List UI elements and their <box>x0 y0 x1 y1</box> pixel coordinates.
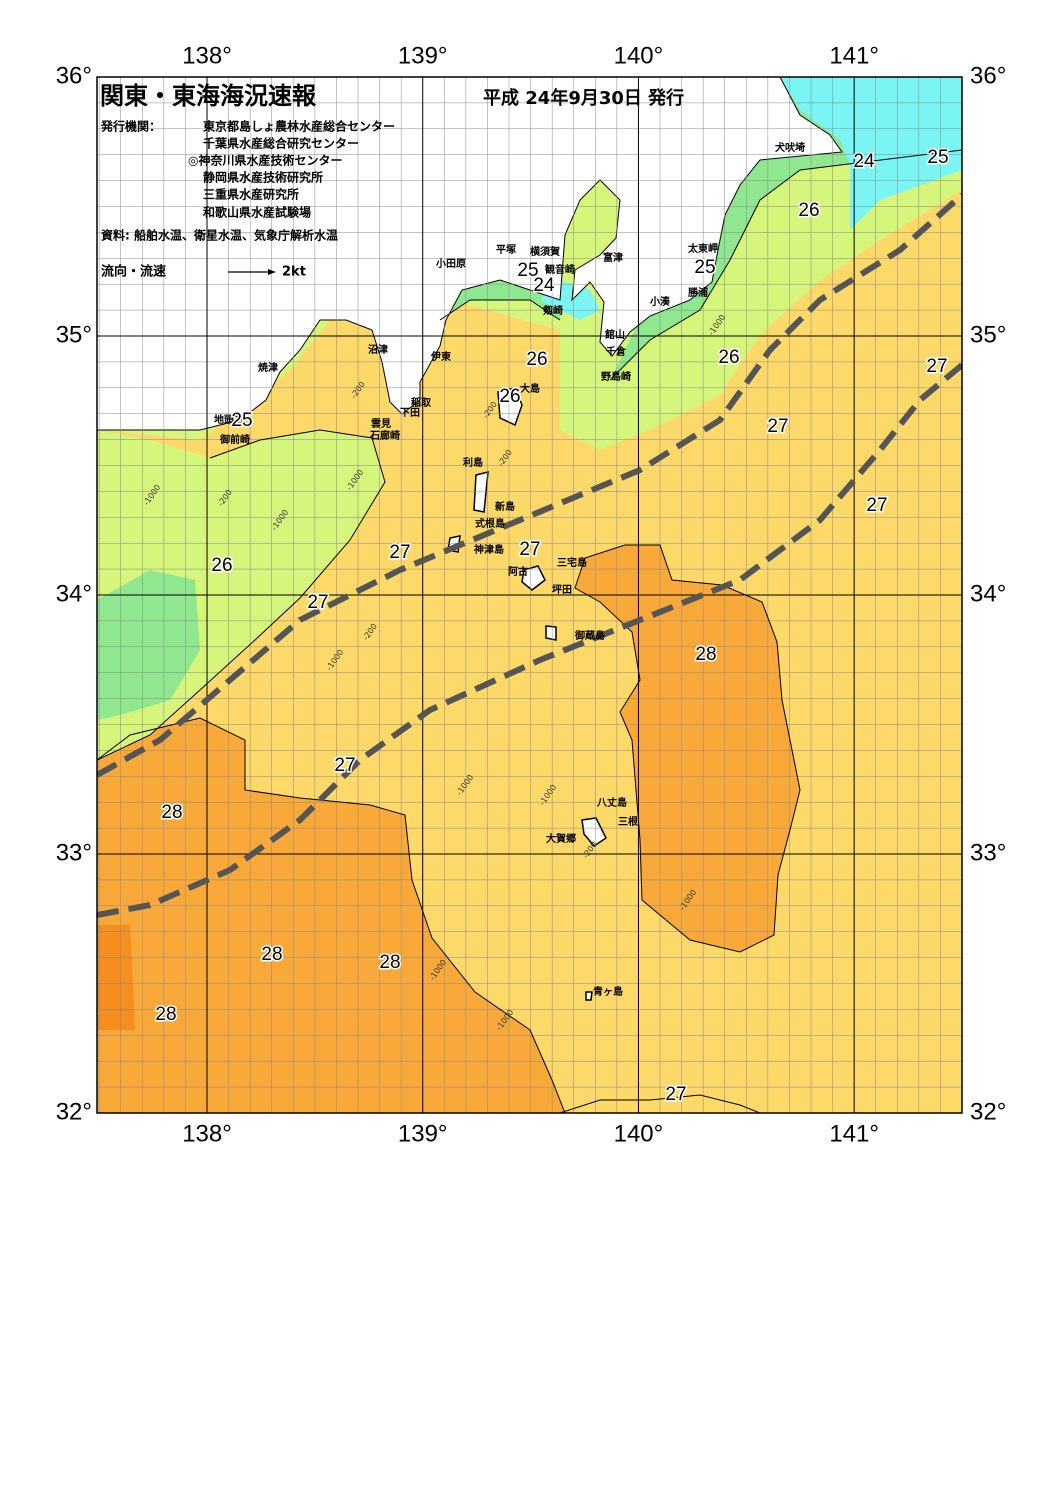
issuer: 東京都島しょ農林水産総合センター <box>203 119 395 134</box>
place-name: 野島崎 <box>601 370 631 383</box>
place-name: 三宅島 <box>557 556 587 569</box>
issue-date: 平成 24年9月30日 発行 <box>483 87 684 109</box>
isotherm-label: 25 <box>694 257 715 278</box>
place-name: 富津 <box>603 251 623 264</box>
issuer: 和歌山県水産試験場 <box>202 205 311 220</box>
isotherm-label: 28 <box>261 944 282 965</box>
place-name: 横須賀 <box>530 245 560 258</box>
isotherm-label: 27 <box>307 592 328 613</box>
isotherm-label: 26 <box>718 347 739 368</box>
place-name: 平塚 <box>496 243 516 256</box>
lat-label: 32° <box>56 1098 92 1125</box>
isotherm-label: 28 <box>161 802 182 823</box>
place-name: 勝浦 <box>688 286 708 299</box>
lon-label: 140° <box>614 1120 664 1147</box>
isotherm-label: 27 <box>389 542 410 563</box>
place-name: 小湊 <box>649 295 671 308</box>
place-name: 犬吠埼 <box>775 141 805 154</box>
isotherm-label: 28 <box>379 952 400 973</box>
lon-label: 140° <box>614 42 664 69</box>
place-name: 青ヶ島 <box>593 985 623 998</box>
lon-label: 141° <box>829 1120 879 1147</box>
isotherm-label: 27 <box>926 356 947 377</box>
place-name: 大島 <box>520 382 540 395</box>
place-name: 利島 <box>463 456 483 469</box>
lon-label: 138° <box>182 42 232 69</box>
isotherm-label: 24 <box>853 151 875 172</box>
lat-label: 34° <box>970 580 1006 607</box>
kuroshio-axis <box>97 192 962 918</box>
lon-label: 139° <box>398 1120 448 1147</box>
place-name: 神津島 <box>474 543 504 556</box>
issuer: 静岡県水産技術研究所 <box>203 170 323 185</box>
lat-label: 36° <box>56 62 92 89</box>
lat-label: 33° <box>56 839 92 866</box>
place-name: 館山 <box>604 328 625 341</box>
lon-label: 141° <box>829 42 879 69</box>
place-name: 下田 <box>400 407 420 419</box>
place-name: 大賀郷 <box>546 832 576 845</box>
lat-label: 36° <box>970 62 1006 89</box>
issuer: 千葉県水産総合研究センター <box>203 136 359 151</box>
place-name: 千倉 <box>606 345 627 358</box>
place-name: 三根 <box>618 815 638 828</box>
isotherm-label: 27 <box>866 495 887 516</box>
lat-label: 32° <box>970 1098 1006 1125</box>
isotherm-label: 26 <box>211 555 232 576</box>
isotherm-label: 25 <box>927 147 948 168</box>
place-name: 坪田 <box>552 583 572 596</box>
map-frame <box>96 76 963 1114</box>
issuer: ◎神奈川県水産技術センター <box>188 153 342 168</box>
place-name: 雲見 <box>371 418 391 430</box>
isotherm-label: 27 <box>665 1084 686 1105</box>
legend-label: 流向・流速 <box>101 264 166 280</box>
legend-arrow-head <box>268 269 276 275</box>
isotherm-label: 27 <box>519 539 540 560</box>
isotherm-label: 27 <box>334 755 355 776</box>
place-name: 観音崎 <box>545 263 575 276</box>
place-name: 剱崎 <box>542 304 563 317</box>
lat-label: 35° <box>56 321 92 348</box>
place-name: 新島 <box>495 500 515 513</box>
issuer-label: 発行機関： <box>100 119 161 134</box>
place-name: 沼津 <box>368 343 388 356</box>
place-name: 稲取 <box>411 396 432 409</box>
place-name: 太東岬 <box>687 242 718 255</box>
isotherm-label: 28 <box>155 1004 176 1025</box>
lat-label: 35° <box>970 321 1006 348</box>
lon-label: 138° <box>182 1120 232 1147</box>
isotherm-label: 25 <box>231 410 252 431</box>
lat-label: 34° <box>56 580 92 607</box>
place-name: 伊東 <box>430 350 451 363</box>
isotherm-label: 26 <box>499 386 520 407</box>
place-name: 式根島 <box>475 517 505 530</box>
place-name: 焼津 <box>258 361 278 374</box>
legend-scale: 2kt <box>282 265 306 280</box>
lon-label: 139° <box>398 42 448 69</box>
place-name: 小田原 <box>435 257 466 270</box>
place-name: 八丈島 <box>596 796 627 809</box>
place-name: 御蔵島 <box>574 629 605 642</box>
place-name: 石廊崎 <box>369 429 400 442</box>
isotherm-label: 26 <box>798 200 819 221</box>
grid <box>97 77 962 1113</box>
isotherm-label: 27 <box>767 416 788 437</box>
isotherm-label: 24 <box>533 275 555 296</box>
issuer: 三重県水産研究所 <box>203 187 299 202</box>
isotherm-label: 25 <box>517 260 538 281</box>
isotherm-label: 28 <box>695 644 716 665</box>
isotherms <box>97 149 962 1113</box>
place-name: 地頭方 <box>214 413 244 426</box>
title: 関東・東海海況速報 <box>100 82 317 110</box>
lat-label: 33° <box>970 839 1006 866</box>
sources: 資料: 船舶水温、衛星水温、気象庁解析水温 <box>101 228 338 243</box>
place-name: 阿古 <box>508 565 528 578</box>
isotherm-label: 26 <box>526 349 547 370</box>
place-name: 御前崎 <box>219 433 250 446</box>
